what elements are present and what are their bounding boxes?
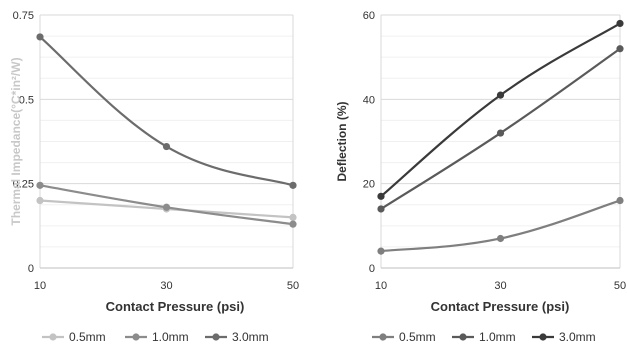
data-point-1.0mm (377, 205, 385, 213)
data-point-0.5mm (616, 196, 624, 205)
data-point-0.5mm (377, 247, 385, 255)
x-tick-label: 50 (287, 280, 299, 292)
chart-panel-2: 0 20 40 60 10 30 50 Contact Pressure (psi) Defle… (335, 10, 626, 344)
series-line-1.0mm (380, 47, 621, 210)
data-point-3.0mm (162, 142, 171, 151)
x-tick-label: 30 (494, 280, 506, 292)
legend-label-0.5mm: 0.5mm (69, 330, 106, 344)
data-point-1.0mm (36, 181, 44, 189)
legend-marker-3.0mm (212, 333, 220, 341)
x-tick-label: 10 (375, 280, 387, 292)
y-tick-label: 0 (369, 263, 375, 275)
y-tick-label: 0.5 (19, 94, 34, 106)
data-point-3.0mm (616, 19, 624, 28)
legend-label-0.5mm: 0.5mm (399, 330, 436, 344)
y-tick-label: 0 (28, 263, 34, 275)
x-tick-label: 50 (614, 280, 626, 292)
data-point-3.0mm (289, 181, 297, 189)
y-tick-label: 20 (363, 179, 375, 191)
data-point-1.0mm (616, 45, 624, 53)
series-line-3.0mm (39, 36, 294, 187)
legend-marker-1.0mm (459, 333, 467, 341)
chart-panel-1: 0 0.25 0.5 0.75 10 30 50 Contact Pressure (psi)… (9, 10, 299, 344)
legend-marker-3.0mm (539, 333, 547, 341)
y-tick-label: 0.75 (13, 10, 34, 22)
legend-marker-0.5mm (49, 333, 57, 341)
data-point-1.0mm (496, 129, 505, 137)
legend-label-1.0mm: 1.0mm (479, 330, 516, 344)
data-point-3.0mm (496, 91, 505, 99)
data-point-1.0mm (162, 203, 171, 211)
legend-label-3.0mm: 3.0mm (232, 330, 269, 344)
y-axis-title: Thermal Impedance(°C*in²/W) (9, 57, 23, 225)
legend-label-3.0mm: 3.0mm (559, 330, 596, 344)
x-tick-label: 30 (160, 280, 172, 292)
y-tick-label: 0.25 (13, 179, 34, 191)
y-axis-title: Deflection (%) (335, 101, 349, 181)
series-line-3.0mm (380, 22, 621, 198)
data-point-0.5mm (289, 213, 297, 221)
x-tick-label: 10 (34, 280, 46, 292)
x-axis-title: Contact Pressure (psi) (106, 299, 245, 314)
data-point-0.5mm (36, 196, 44, 205)
data-point-3.0mm (377, 192, 385, 200)
legend-marker-1.0mm (132, 333, 140, 341)
y-tick-label: 40 (363, 94, 375, 106)
legend-label-1.0mm: 1.0mm (152, 330, 189, 344)
x-axis-title: Contact Pressure (psi) (431, 299, 570, 314)
data-point-0.5mm (496, 234, 505, 243)
data-point-3.0mm (36, 33, 44, 41)
y-tick-label: 60 (363, 10, 375, 22)
legend-marker-0.5mm (379, 333, 387, 341)
data-point-1.0mm (289, 220, 297, 228)
